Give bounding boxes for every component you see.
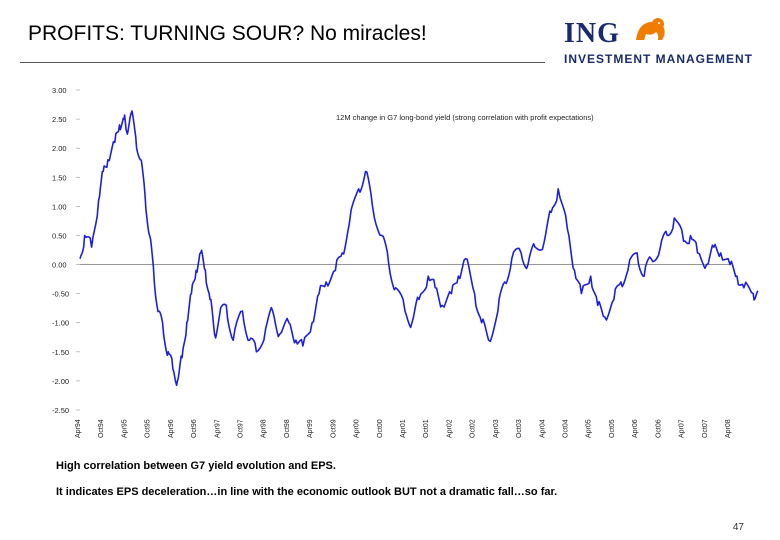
- y-tick-label: -1.00: [52, 319, 69, 328]
- x-tick-label: Oct01: [423, 419, 430, 438]
- yield-line-chart: 12M change in G7 long-bond yield (strong…: [52, 86, 759, 438]
- x-tick-label: Apr08: [725, 419, 732, 438]
- x-tick-label: Oct00: [377, 419, 384, 438]
- chart-legend: 12M change in G7 long-bond yield (strong…: [336, 113, 594, 122]
- x-tick-label: Apr99: [307, 419, 314, 438]
- x-tick-label: Oct06: [655, 419, 662, 438]
- page-number: 47: [732, 522, 744, 533]
- note-2: It indicates EPS deceleration…in line wi…: [56, 486, 558, 498]
- slide-title: PROFITS: TURNING SOUR? No miracles!: [28, 22, 427, 45]
- y-tick-label: 1.00: [52, 202, 67, 211]
- ing-logo: ING INVESTMENT MANAGEMENT: [562, 12, 762, 72]
- x-tick-label: Oct02: [470, 419, 477, 438]
- x-tick-label: Apr07: [679, 419, 686, 438]
- x-tick-label: Apr04: [539, 419, 546, 438]
- y-tick-label: 2.00: [52, 144, 67, 153]
- y-tick-label: -0.50: [52, 290, 69, 299]
- x-tick-label: Apr00: [354, 419, 361, 438]
- x-tick-label: Oct07: [702, 419, 709, 438]
- x-axis-labels: Apr94 Oct94 Apr95 Oct95 Apr96 Oct96 Apr97 Oct97…: [75, 419, 732, 438]
- x-tick-label: Oct98: [284, 419, 291, 438]
- y-tick-label: 0.00: [52, 261, 67, 270]
- x-tick-label: Apr01: [400, 419, 407, 438]
- x-tick-label: Apr96: [168, 419, 175, 438]
- x-tick-label: Oct94: [98, 419, 105, 438]
- x-tick-label: Oct99: [330, 419, 337, 438]
- x-tick-label: Apr95: [121, 419, 128, 438]
- x-tick-label: Oct95: [145, 419, 152, 438]
- y-axis-labels: 3.00 2.50 2.00 1.50 1.00 0.50 0.00 -0.50 -1.00 -1…: [52, 86, 69, 415]
- logo-brand: ING: [564, 18, 620, 49]
- slide-notes: High correlation between G7 yield evolut…: [56, 460, 557, 512]
- x-tick-label: Oct97: [238, 419, 245, 438]
- y-tick-label: 3.00: [52, 86, 67, 95]
- x-tick-label: Oct05: [609, 419, 616, 438]
- x-tick-label: Apr97: [214, 419, 221, 438]
- title-underline: [20, 62, 545, 63]
- x-tick-label: Apr05: [586, 419, 593, 438]
- note-1: High correlation between G7 yield evolut…: [56, 460, 336, 472]
- lion-icon: [636, 18, 665, 40]
- y-tick-label: 1.50: [52, 173, 67, 182]
- x-tick-label: Apr06: [632, 419, 639, 438]
- y-tick-label: 2.50: [52, 115, 67, 124]
- y-tick-label: -2.00: [52, 377, 69, 386]
- series-line: [79, 110, 759, 387]
- y-tick-label: 0.50: [52, 231, 67, 240]
- x-tick-label: Apr98: [261, 419, 268, 438]
- logo-subtitle: INVESTMENT MANAGEMENT: [564, 52, 753, 66]
- x-tick-label: Apr94: [75, 419, 82, 438]
- y-tick-label: -2.50: [52, 406, 69, 415]
- series-layer: [79, 110, 759, 387]
- x-tick-label: Oct04: [563, 419, 570, 438]
- x-tick-label: Apr03: [493, 419, 500, 438]
- x-tick-label: Apr02: [446, 419, 453, 438]
- y-tick-label: -1.50: [52, 348, 69, 357]
- x-tick-label: Oct03: [516, 419, 523, 438]
- x-tick-label: Oct96: [191, 419, 198, 438]
- chart-axes: [76, 89, 730, 411]
